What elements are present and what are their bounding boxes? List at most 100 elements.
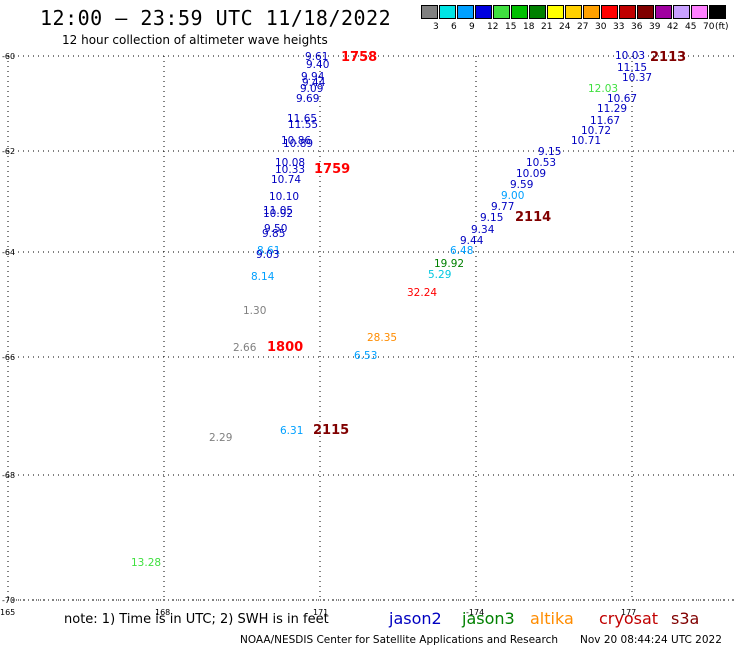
wave-height-value: 9.03 (256, 249, 279, 261)
legend-swatch (439, 5, 456, 19)
legend-swatch (655, 5, 672, 19)
pass-time: 1800 (267, 340, 303, 355)
wave-height-value: 11.29 (597, 103, 627, 115)
legend-label: 24 (559, 22, 571, 32)
wave-height-value: 11.65 (287, 113, 317, 125)
wave-height-value: 10.10 (269, 191, 299, 203)
legend-swatch (547, 5, 564, 19)
legend-swatch (511, 5, 528, 19)
page-title: 12:00 – 23:59 UTC 11/18/2022 (40, 6, 392, 30)
pass-time: 2115 (313, 423, 349, 438)
lat-tick-label: -60 (2, 52, 15, 61)
lat-lon-grid (7, 55, 734, 601)
page-subtitle: 12 hour collection of altimeter wave hei… (62, 33, 328, 47)
lat-tick-label: -68 (2, 471, 15, 480)
lat-tick-label: -64 (2, 248, 15, 257)
generated-timestamp: Nov 20 08:44:24 UTC 2022 (580, 634, 722, 646)
wave-height-value: 9.85 (262, 228, 285, 240)
lon-tick-label: 177 (621, 608, 636, 617)
wave-height-value: 9.50 (264, 223, 287, 235)
legend-label: 36 (631, 22, 643, 32)
wave-height-value: 10.08 (275, 157, 305, 169)
legend-label: 18 (523, 22, 535, 32)
wave-height-value: 8.61 (257, 245, 280, 257)
wave-height-value: 10.92 (263, 208, 293, 220)
legend-label: 3 (433, 22, 439, 32)
legend-swatch (709, 5, 726, 19)
wave-height-value: 11.05 (263, 205, 293, 217)
credit-line: NOAA/NESDIS Center for Satellite Applica… (240, 634, 558, 646)
wave-height-value: 9.59 (510, 179, 533, 191)
legend-unit: (ft) (715, 22, 729, 32)
wave-height-value: 10.09 (516, 168, 546, 180)
wave-height-value: 10.72 (581, 125, 611, 137)
wave-height-value: 28.35 (367, 332, 397, 344)
wave-height-value: 11.15 (617, 62, 647, 74)
wave-height-value: 10.37 (622, 72, 652, 84)
legend-label: 45 (685, 22, 697, 32)
legend-swatch (493, 5, 510, 19)
legend-swatch (421, 5, 438, 19)
legend-label: 70 (703, 22, 715, 32)
wave-height-value: 32.24 (407, 287, 437, 299)
wave-height-value: 6.53 (354, 350, 377, 362)
wave-height-value: 9.40 (306, 59, 329, 71)
wave-height-value: 9.15 (538, 146, 561, 158)
wave-height-value: 9.77 (491, 201, 514, 213)
pass-time: 1758 (341, 50, 377, 65)
legend-altika: altika (530, 609, 574, 628)
wave-height-value: 10.74 (271, 174, 301, 186)
legend-label: 12 (487, 22, 499, 32)
wave-height-value: 2.29 (209, 432, 232, 444)
legend-label: 39 (649, 22, 661, 32)
legend-swatch (583, 5, 600, 19)
pass-time-labels: 1758 1759 1800 2115 2113 2114 (267, 50, 686, 438)
lon-tick-label: 165 (0, 608, 15, 617)
legend-label: 33 (613, 22, 625, 32)
wave-height-value: 10.89 (283, 138, 313, 150)
wave-height-value: 10.33 (275, 164, 305, 176)
pass-time: 1759 (314, 162, 350, 177)
wave-height-value: 5.29 (428, 269, 451, 281)
legend-swatch (457, 5, 474, 19)
wave-height-value: 9.94 (301, 71, 325, 83)
wave-height-value: 2.66 (233, 342, 257, 354)
wave-height-value: 10.86 (281, 135, 311, 147)
pass-time: 2113 (650, 50, 686, 65)
lat-tick-label: -70 (2, 596, 15, 605)
wave-height-value: 12.03 (588, 83, 618, 95)
wave-height-points: 9.619.409.949.449.099.6911.6511.5510.861… (131, 50, 652, 569)
wave-height-value: 6.48 (450, 245, 473, 257)
legend-label: 9 (469, 22, 475, 32)
wave-height-value: 9.34 (471, 224, 495, 236)
wave-height-value: 9.09 (300, 83, 323, 95)
legend-swatch (601, 5, 618, 19)
axis-ticks: -60 -62 -64 -66 -68 -70 165 168 171 -174 177 (0, 52, 636, 617)
wave-height-value: 11.55 (288, 119, 318, 131)
legend-label: 27 (577, 22, 589, 32)
wave-height-value: 10.71 (571, 135, 601, 147)
legend-label: 6 (451, 22, 457, 32)
legend-cryosat: cryosat (599, 609, 659, 628)
legend-swatch (673, 5, 690, 19)
legend-jason3: jason3 (462, 609, 515, 628)
wave-height-value: 11.67 (590, 115, 620, 127)
lon-tick-label: 171 (313, 608, 328, 617)
legend-swatch (529, 5, 546, 19)
wave-height-value: 6.31 (280, 425, 303, 437)
wave-height-value: 9.61 (305, 51, 328, 63)
legend-label: 15 (505, 22, 517, 32)
legend-swatch (637, 5, 654, 19)
legend-label: 42 (667, 22, 679, 32)
lon-tick-label: -174 (466, 608, 484, 617)
wave-height-value: 9.44 (460, 235, 484, 247)
wave-height-value: 13.28 (131, 557, 161, 569)
wave-height-value: 10.53 (526, 157, 556, 169)
legend-swatch (565, 5, 582, 19)
legend-swatch (691, 5, 708, 19)
wave-height-value: 8.14 (251, 271, 275, 283)
wave-height-value: 9.69 (296, 93, 319, 105)
footer-note: note: 1) Time is in UTC; 2) SWH is in fe… (64, 612, 329, 627)
legend-label: 21 (541, 22, 553, 32)
